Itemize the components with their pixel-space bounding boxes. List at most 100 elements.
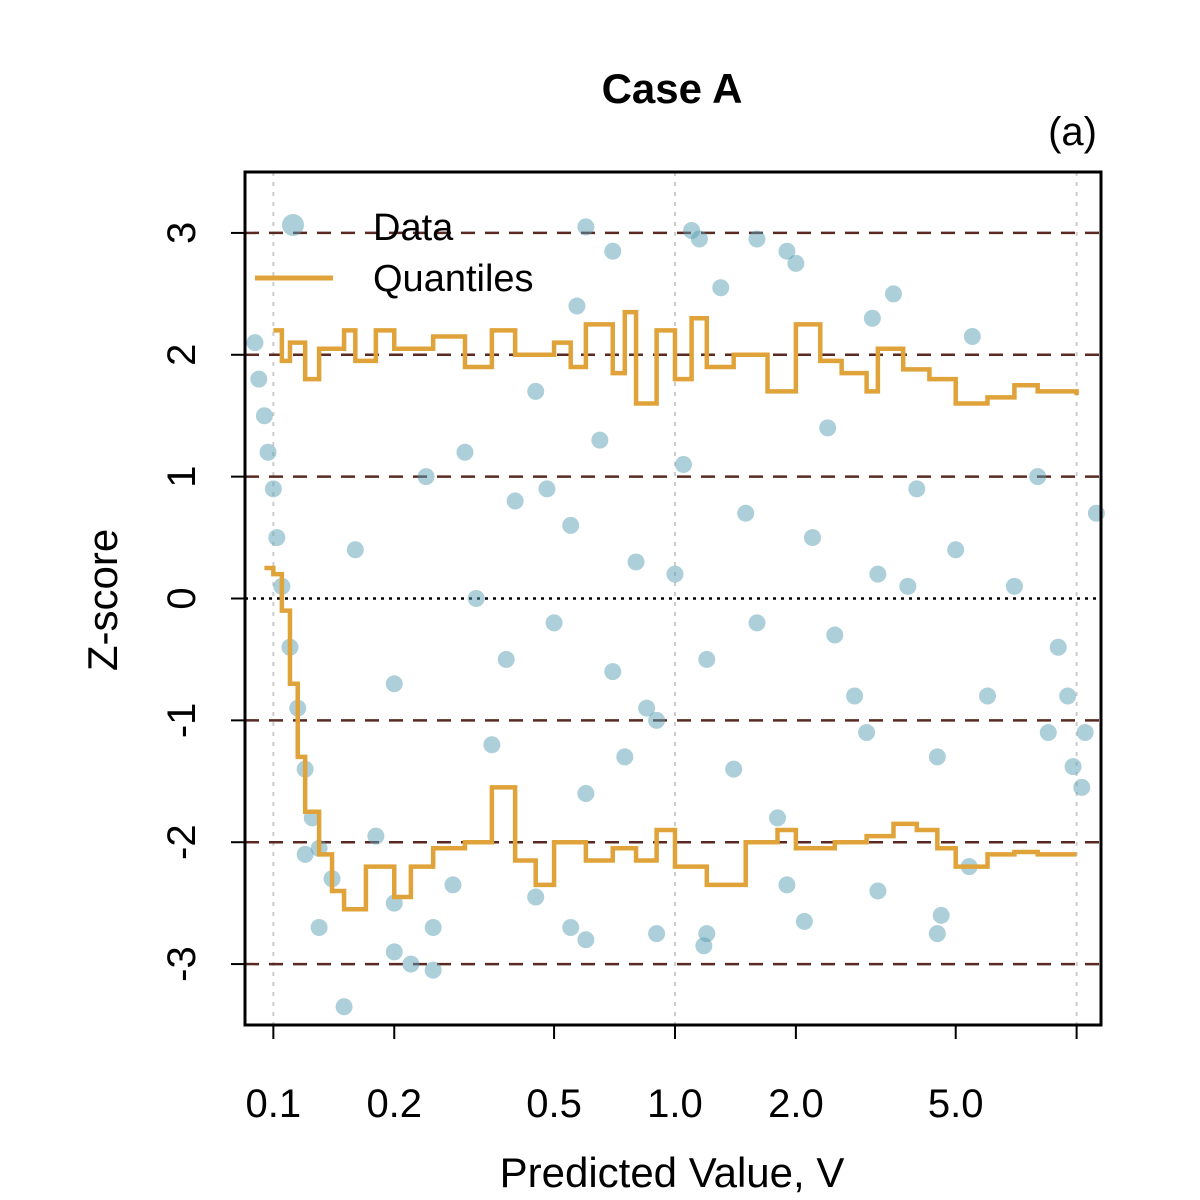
data-point	[863, 309, 881, 327]
data-point	[497, 650, 515, 668]
reference-lines	[245, 231, 1101, 966]
data-point	[666, 565, 684, 583]
data-point	[385, 943, 403, 961]
data-point	[1073, 778, 1091, 796]
data-point	[467, 590, 485, 607]
data-point	[869, 882, 887, 900]
data-point	[963, 328, 981, 346]
data-point	[577, 218, 595, 236]
data-point	[979, 687, 997, 705]
data-point	[259, 443, 277, 461]
data-point	[778, 242, 796, 260]
data-point	[778, 876, 796, 894]
data-point	[562, 919, 580, 937]
data-point	[712, 279, 730, 297]
data-point	[899, 577, 917, 595]
data-point	[1059, 687, 1077, 705]
y-tick-label: 3	[160, 222, 204, 244]
data-point	[648, 925, 666, 943]
legend-quantiles-label: Quantiles	[373, 258, 534, 300]
data-point	[737, 504, 755, 522]
x-axis-label: Predicted Value, V	[500, 1149, 845, 1196]
data-point	[846, 687, 864, 705]
data-point	[1005, 577, 1023, 595]
data-point	[819, 419, 837, 437]
data-point	[538, 480, 556, 498]
data-point	[804, 529, 822, 547]
upper-quantile-line	[273, 309, 1079, 406]
legend-data-marker	[282, 214, 304, 236]
y-tick-label: -1	[160, 703, 204, 739]
data-point	[385, 675, 403, 693]
lower-quantile-line	[264, 565, 1077, 912]
data-point	[885, 285, 903, 303]
data-point	[869, 565, 887, 583]
x-tick-label: 0.1	[246, 1082, 302, 1126]
chart-title: Case A	[602, 65, 743, 112]
data-point	[725, 760, 743, 778]
data-point	[1039, 724, 1057, 742]
data-point	[947, 541, 965, 559]
data-point	[335, 998, 353, 1016]
data-point	[456, 443, 474, 461]
data-point	[483, 736, 501, 754]
data-point	[545, 614, 563, 632]
data-point	[932, 906, 950, 924]
data-point	[527, 888, 545, 906]
data-point	[591, 431, 609, 449]
x-tick-label: 2.0	[768, 1082, 824, 1126]
data-point	[627, 553, 645, 571]
x-axis: 0.1 0.2 0.5 1.0 2.0 5.0	[246, 1025, 1078, 1126]
data-point	[690, 230, 708, 248]
data-point	[562, 516, 580, 534]
data-point	[908, 480, 926, 498]
y-tick-label: -2	[160, 824, 204, 860]
data-point	[674, 455, 692, 473]
legend: Data Quantiles	[255, 207, 534, 300]
data-point	[928, 925, 946, 943]
data-point	[527, 382, 545, 400]
x-tick-label: 1.0	[647, 1082, 703, 1126]
data-point	[568, 297, 586, 315]
plot-area	[243, 170, 1105, 1027]
data-point	[264, 480, 282, 498]
data-point	[648, 711, 666, 729]
data-point	[638, 699, 656, 717]
y-tick-label: 0	[160, 587, 204, 609]
data-point	[616, 748, 634, 766]
data-point	[255, 407, 273, 425]
data-point	[1029, 468, 1047, 486]
y-tick-label: 1	[160, 466, 204, 488]
data-point	[506, 492, 524, 510]
data-point	[748, 230, 766, 248]
data-point	[246, 334, 264, 352]
data-point	[424, 919, 442, 937]
y-axis: -3 -2 -1 0 1 2 3	[160, 222, 245, 982]
data-point	[577, 784, 595, 802]
data-point	[444, 876, 462, 894]
legend-data-label: Data	[373, 207, 454, 249]
y-axis-label: Z-score	[79, 529, 126, 671]
data-point	[858, 724, 876, 742]
y-tick-label: -3	[160, 946, 204, 982]
data-point	[604, 242, 622, 260]
y-tick-label: 2	[160, 344, 204, 366]
data-point	[296, 845, 314, 863]
data-point	[577, 931, 595, 949]
data-point	[310, 919, 328, 937]
data-point	[695, 937, 713, 955]
x-tick-label: 0.2	[366, 1082, 422, 1126]
data-point	[1076, 724, 1094, 742]
data-point	[417, 468, 435, 486]
x-tick-label: 5.0	[928, 1082, 984, 1126]
data-point	[698, 650, 716, 668]
data-point	[769, 809, 787, 827]
data-point	[250, 370, 268, 388]
quantile-lines	[264, 309, 1079, 912]
data-point	[795, 912, 813, 930]
data-point	[424, 961, 442, 979]
data-point	[787, 254, 805, 272]
data-point	[402, 955, 420, 973]
data-point	[748, 614, 766, 632]
